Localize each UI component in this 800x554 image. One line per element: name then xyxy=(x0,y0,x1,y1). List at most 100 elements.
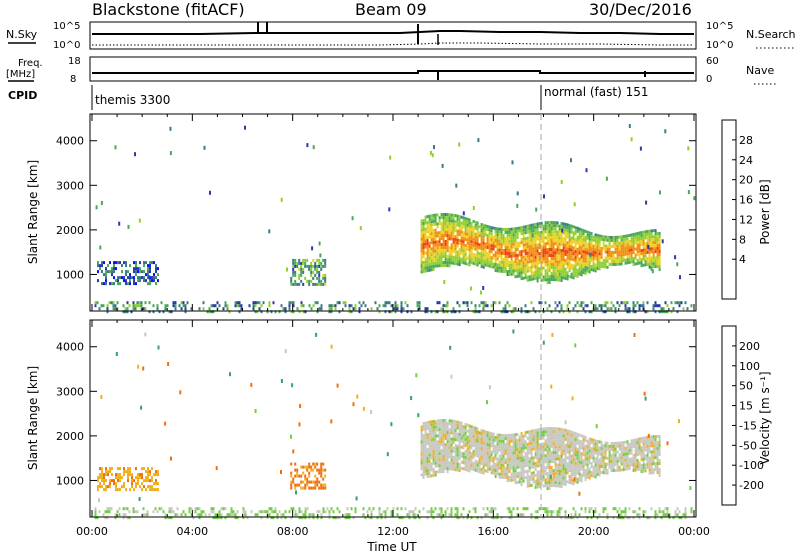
scatter-cell xyxy=(548,481,551,484)
scatter-cell xyxy=(530,247,533,251)
scatter-cell xyxy=(298,261,301,265)
scatter-cell xyxy=(424,269,427,273)
scatter-cell xyxy=(522,455,525,459)
scatter-cell xyxy=(508,463,511,467)
sparse-point xyxy=(100,201,103,205)
scatter-cell xyxy=(546,463,549,467)
scatter-cell xyxy=(554,242,557,246)
scatter-cell xyxy=(638,440,641,444)
scatter-cell xyxy=(103,261,105,265)
scatter-cell xyxy=(618,244,621,248)
scatter-cell xyxy=(574,450,577,454)
scatter-cell xyxy=(448,449,451,453)
sparse-point xyxy=(470,286,472,291)
scatter-cell xyxy=(546,433,549,437)
scatter-cell xyxy=(452,225,455,229)
scatter-cell xyxy=(514,254,517,258)
scatter-cell xyxy=(634,468,637,472)
scatter-cell xyxy=(534,237,537,241)
scatter-cell xyxy=(538,225,541,229)
scatter-cell xyxy=(121,476,123,480)
scatter-cell xyxy=(174,304,177,308)
scatter-cell xyxy=(149,279,151,283)
scatter-cell xyxy=(444,461,447,464)
scatter-cell xyxy=(568,260,571,263)
scatter-cell xyxy=(98,510,101,514)
scatter-cell xyxy=(424,263,427,267)
scatter-cell xyxy=(452,255,455,259)
scatter-cell xyxy=(444,443,447,446)
scatter-cell xyxy=(644,466,647,470)
scatter-cell xyxy=(476,469,479,473)
scatter-cell xyxy=(574,253,577,257)
scatter-cell xyxy=(153,261,155,265)
scatter-cell xyxy=(444,216,447,219)
scatter-cell xyxy=(260,516,263,520)
scatter-cell xyxy=(504,437,507,440)
scatter-cell xyxy=(302,267,305,271)
scatter-cell xyxy=(552,448,555,452)
scatter-cell xyxy=(522,464,525,468)
sparse-point xyxy=(330,419,333,424)
scatter-cell xyxy=(490,432,493,436)
scatter-cell xyxy=(606,259,609,263)
scatter-cell xyxy=(478,467,481,471)
scatter-cell xyxy=(520,268,523,272)
scatter-cell xyxy=(606,516,609,520)
scatter-cell xyxy=(510,472,513,476)
scatter-cell xyxy=(576,438,579,442)
scatter-cell xyxy=(448,440,451,444)
scatter-cell xyxy=(572,446,575,450)
scatter-cell xyxy=(658,256,661,259)
scatter-cell xyxy=(430,450,433,454)
scatter-cell xyxy=(518,259,521,263)
scatter-cell xyxy=(149,488,151,492)
scatter-cell xyxy=(442,452,445,455)
scatter-cell xyxy=(522,458,525,462)
sparse-point xyxy=(355,496,358,501)
scatter-cell xyxy=(462,301,465,305)
scatter-cell xyxy=(422,437,425,440)
nave-label: Nave xyxy=(746,64,774,77)
scatter-cell xyxy=(422,255,425,258)
scatter-cell xyxy=(542,507,545,511)
scatter-cell xyxy=(548,484,551,487)
scatter-cell xyxy=(430,432,433,436)
scatter-cell xyxy=(312,276,315,280)
scatter-cell xyxy=(508,466,511,470)
scatter-cell xyxy=(168,507,171,511)
scatter-cell xyxy=(109,270,111,274)
scatter-cell xyxy=(432,434,435,438)
scatter-cell xyxy=(554,254,557,258)
scatter-cell xyxy=(546,451,549,455)
scatter-cell xyxy=(588,310,591,314)
scatter-cell xyxy=(312,304,315,308)
scatter-cell xyxy=(562,231,565,235)
scatter-cell xyxy=(508,266,511,270)
scatter-cell xyxy=(194,510,197,514)
scatter-cell xyxy=(588,449,591,453)
scatter-cell xyxy=(296,282,299,286)
scatter-cell xyxy=(564,261,567,265)
sparse-point xyxy=(488,385,491,390)
scatter-cell xyxy=(528,466,531,470)
scatter-cell xyxy=(634,462,637,466)
scatter-cell xyxy=(516,271,519,275)
scatter-cell xyxy=(620,256,623,260)
scatter-cell xyxy=(512,310,515,314)
scatter-cell xyxy=(684,510,687,514)
scatter-cell xyxy=(544,481,547,485)
scatter-cell xyxy=(682,307,685,311)
scatter-cell xyxy=(476,230,479,234)
scatter-cell xyxy=(630,248,633,252)
scatter-cell xyxy=(464,450,467,453)
scatter-cell xyxy=(658,259,661,262)
scatter-cell xyxy=(542,436,545,440)
scatter-cell xyxy=(155,282,157,286)
scatter-cell xyxy=(624,252,627,256)
power-colorbar-label: Power [dB] xyxy=(758,179,772,244)
scatter-cell xyxy=(472,255,475,259)
scatter-cell xyxy=(153,276,155,280)
scatter-cell xyxy=(492,447,495,451)
